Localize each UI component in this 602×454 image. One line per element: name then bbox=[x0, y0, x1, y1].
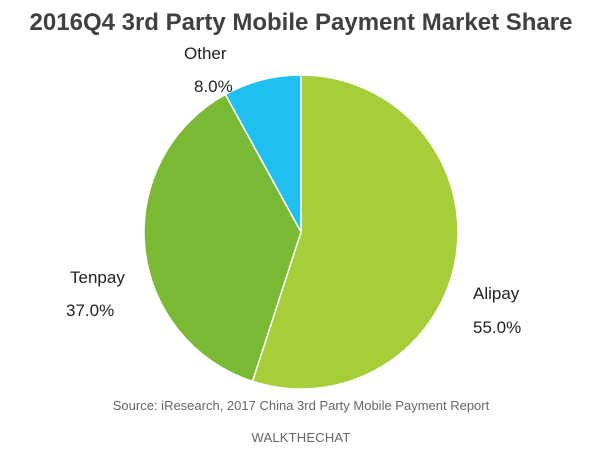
slice-label-other-value: 8.0% bbox=[194, 77, 233, 96]
pie-slice-alipay bbox=[251, 74, 459, 390]
slice-label-other-name: Other bbox=[184, 44, 227, 63]
brand-mark: WALKTHECHAT bbox=[252, 430, 351, 445]
pie-labels: Alipay 55.0% Tenpay 37.0% Other 8.0% bbox=[66, 44, 521, 337]
pie-slice-tenpay bbox=[143, 93, 302, 383]
slice-label-alipay-name: Alipay bbox=[473, 284, 520, 303]
slice-label-tenpay-value: 37.0% bbox=[66, 301, 114, 320]
chart-title: 2016Q4 3rd Party Mobile Payment Market S… bbox=[30, 9, 573, 36]
slice-label-alipay-value: 55.0% bbox=[473, 318, 521, 337]
slice-label-tenpay-name: Tenpay bbox=[70, 268, 125, 287]
pie-slice-other bbox=[224, 74, 302, 233]
source-note: Source: iResearch, 2017 China 3rd Party … bbox=[113, 398, 490, 413]
pie-slices bbox=[143, 74, 459, 390]
